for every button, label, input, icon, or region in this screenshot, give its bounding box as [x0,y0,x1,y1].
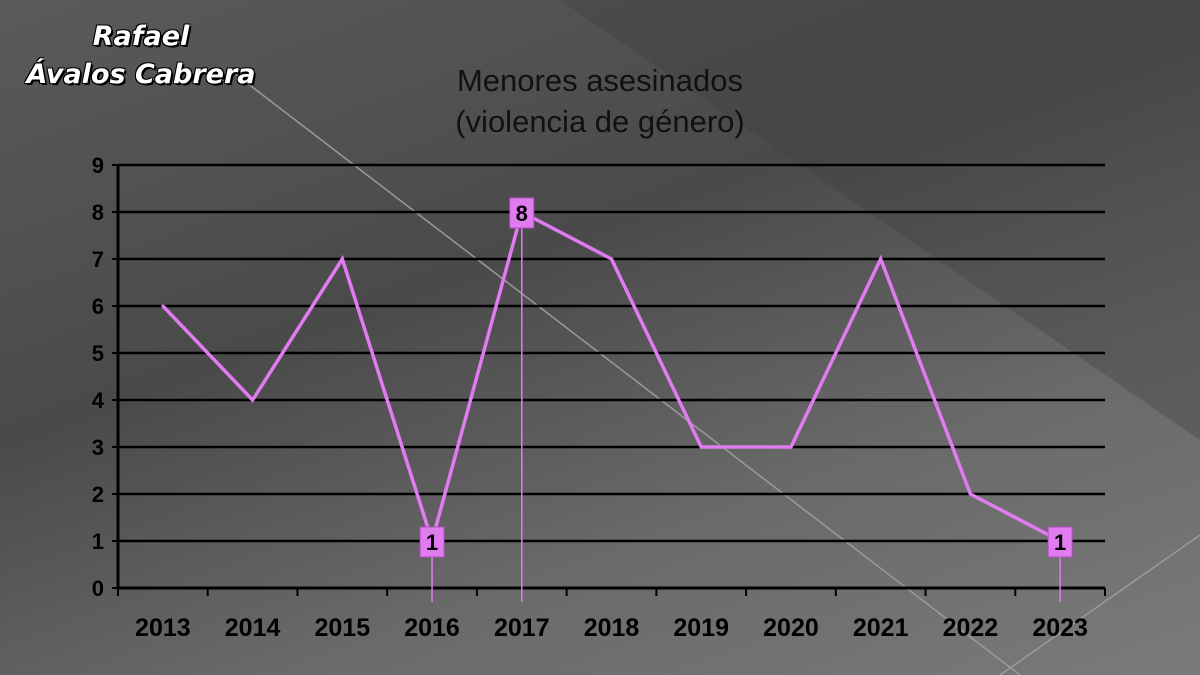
data-label-2023: 1 [1054,530,1066,555]
data-labels: 1 8 1 [161,197,1073,558]
x-tick-label: 2013 [135,614,191,642]
data-label-box-2016 [419,526,445,558]
x-tick-label: 2019 [673,614,729,642]
chart-title-line2: (violencia de género) [455,104,745,139]
y-tick-label: 7 [92,247,104,272]
x-tick-label: 2018 [584,614,640,642]
data-point-2018 [610,257,613,261]
author-watermark: Rafael Ávalos Cabrera [0,18,282,94]
series-line [161,209,1061,548]
x-tick-label: 2017 [494,614,550,642]
x-tick-label: 2021 [853,614,909,642]
y-tick-label: 8 [92,200,104,225]
x-tick-label: 2022 [943,614,999,642]
author-line2: Ávalos Cabrera [26,59,256,90]
data-label-box-2023 [1047,526,1073,558]
y-axis-ticks: 0 1 2 3 4 5 6 7 8 9 [92,153,118,601]
x-axis-ticks: 2013 2014 2015 2016 2017 2018 2019 2020 2021 2022… [117,588,1106,642]
x-tick-label: 2014 [225,614,281,642]
y-tick-label: 4 [92,388,105,413]
chart-title: Menores asesinados (violencia de género) [300,60,900,142]
y-tick-label: 9 [92,153,104,178]
x-tick-label: 2020 [763,614,819,642]
gridlines [116,163,1105,590]
y-tick-label: 3 [92,435,104,460]
x-tick-label: 2016 [404,614,460,642]
y-tick-label: 2 [92,482,104,507]
y-tick-label: 0 [92,576,104,601]
y-tick-label: 6 [92,294,104,319]
y-tick-label: 1 [92,529,104,554]
data-label-box-2017 [509,197,535,229]
data-point-2021 [879,257,883,261]
x-tick-label: 2023 [1032,614,1088,642]
y-tick-label: 5 [92,341,104,366]
data-point-2020 [789,445,793,449]
data-point-2013 [161,304,165,308]
data-label-2016: 1 [426,530,438,555]
data-point-2019 [699,445,703,449]
data-label-2017: 8 [516,201,528,226]
chart-title-line1: Menores asesinados [456,63,744,98]
data-point-2014 [251,398,255,402]
data-point-2022 [968,492,972,496]
data-point-2015 [340,257,344,261]
author-line1: Rafael [92,21,190,52]
background-diagonals [229,0,1200,675]
x-tick-label: 2015 [315,614,371,642]
